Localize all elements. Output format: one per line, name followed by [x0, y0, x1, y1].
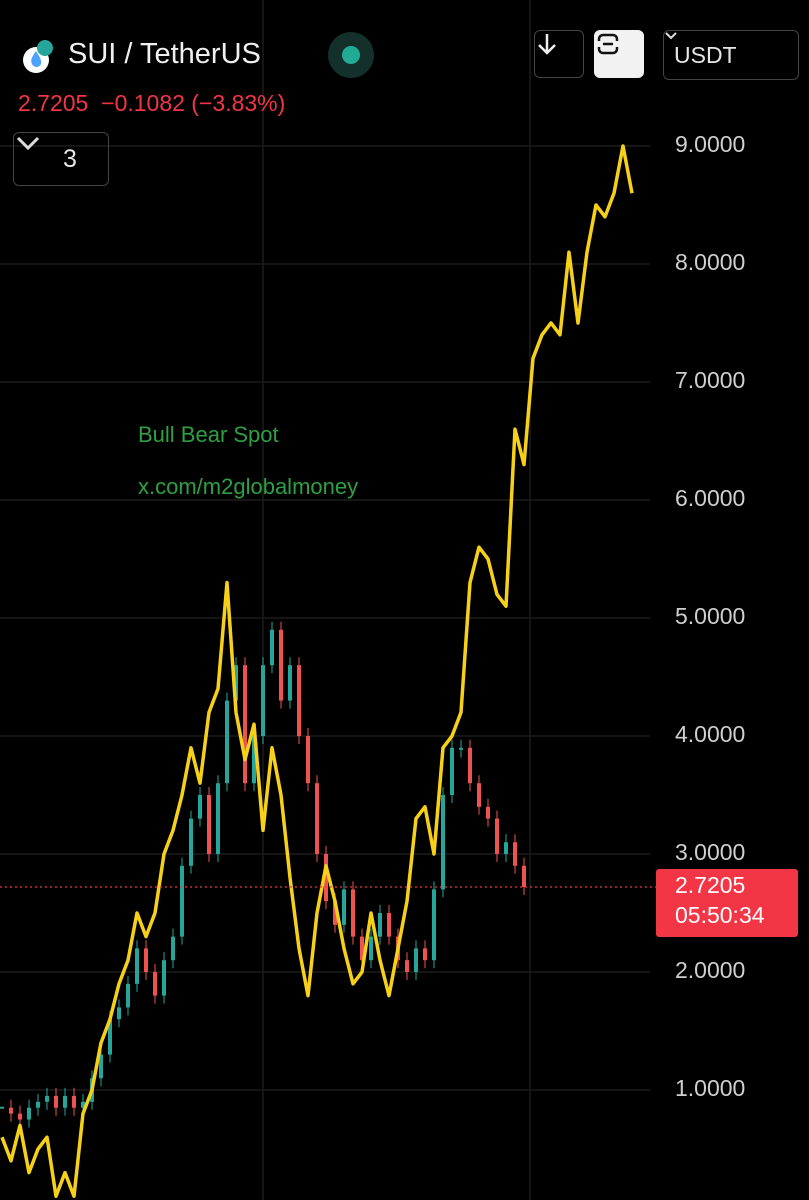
candle [306, 736, 310, 784]
last-price-label: 2.7205 [675, 872, 745, 898]
candle [288, 665, 292, 701]
candle [18, 1113, 22, 1120]
candle [270, 629, 274, 666]
candle [279, 629, 283, 701]
candle [63, 1095, 67, 1108]
candle [108, 1019, 112, 1055]
candle [486, 806, 490, 819]
candle [342, 889, 346, 925]
candle [387, 913, 391, 937]
candle [162, 960, 166, 996]
candle [405, 960, 409, 973]
y-tick-label: 8.0000 [675, 249, 745, 275]
candle [135, 948, 139, 984]
candle [504, 842, 508, 855]
candle [423, 948, 427, 961]
status-dot-inner [342, 46, 360, 64]
candle [243, 665, 247, 784]
candle [333, 901, 337, 925]
candle [81, 1101, 85, 1108]
indicator-count: 3 [63, 144, 77, 173]
watermark: Bull Bear Spot [138, 422, 279, 447]
candle [495, 818, 499, 855]
candle [180, 865, 184, 937]
indicator-toggle[interactable]: 3 [13, 132, 109, 186]
candle [72, 1095, 76, 1108]
candle [513, 842, 517, 866]
y-tick-label: 9.0000 [675, 131, 745, 157]
candle [459, 747, 463, 750]
candle [468, 747, 472, 784]
watermark: x.com/m2globalmoney [138, 474, 358, 499]
candle [9, 1107, 13, 1114]
candle [0, 1106, 4, 1109]
candle [477, 783, 481, 807]
y-tick-label: 2.0000 [675, 957, 745, 983]
fullscreen-button[interactable] [594, 30, 644, 78]
candle [369, 936, 373, 961]
coin-icon [20, 38, 56, 74]
candle [27, 1107, 31, 1120]
candle [36, 1101, 40, 1108]
candle [144, 948, 148, 973]
candle [441, 795, 445, 890]
y-tick-label: 6.0000 [675, 485, 745, 511]
y-tick-label: 4.0000 [675, 721, 745, 747]
fullscreen-icon [595, 33, 621, 55]
candle [522, 865, 526, 887]
candle [99, 1054, 103, 1079]
price-line: 2.7205 −0.1082 (−3.83%) [18, 90, 285, 117]
candle [45, 1095, 49, 1102]
candle [171, 936, 175, 961]
last-price: 2.7205 [18, 90, 89, 116]
candle [351, 889, 355, 937]
price-change: −0.1082 (−3.83%) [101, 90, 286, 116]
line [0, 144, 634, 1198]
candle [324, 854, 328, 902]
candle [297, 665, 301, 737]
candle [432, 889, 436, 961]
candle [225, 700, 229, 784]
candle [261, 665, 265, 737]
candle [207, 795, 211, 855]
candle [360, 936, 364, 961]
candle [117, 1007, 121, 1020]
candle [378, 913, 382, 937]
chevron [16, 136, 40, 151]
candle [450, 747, 454, 796]
countdown: 05:50:34 [675, 902, 765, 928]
candle [252, 736, 256, 784]
candle [54, 1095, 58, 1108]
last-price-box [656, 868, 798, 937]
status-dot [328, 32, 374, 78]
candle [189, 818, 193, 866]
currency: USDT [674, 41, 737, 68]
y-tick-label: 3.0000 [675, 839, 745, 865]
y-tick-label: 7.0000 [675, 367, 745, 393]
candle [126, 983, 130, 1008]
currency-select[interactable]: USDT [663, 30, 799, 80]
y-tick-label: 1.0000 [675, 1075, 745, 1101]
coin-icon-svg [23, 40, 53, 73]
symbol: SUI / TetherUS [68, 38, 261, 70]
candle [216, 783, 220, 855]
candle [198, 795, 202, 819]
download-button[interactable] [534, 30, 584, 78]
candle [234, 665, 238, 701]
y-tick-label: 5.0000 [675, 603, 745, 629]
candle [315, 783, 319, 855]
arrow-icon [538, 34, 556, 55]
chevron [665, 32, 677, 40]
candle [153, 972, 157, 996]
candle [414, 948, 418, 973]
